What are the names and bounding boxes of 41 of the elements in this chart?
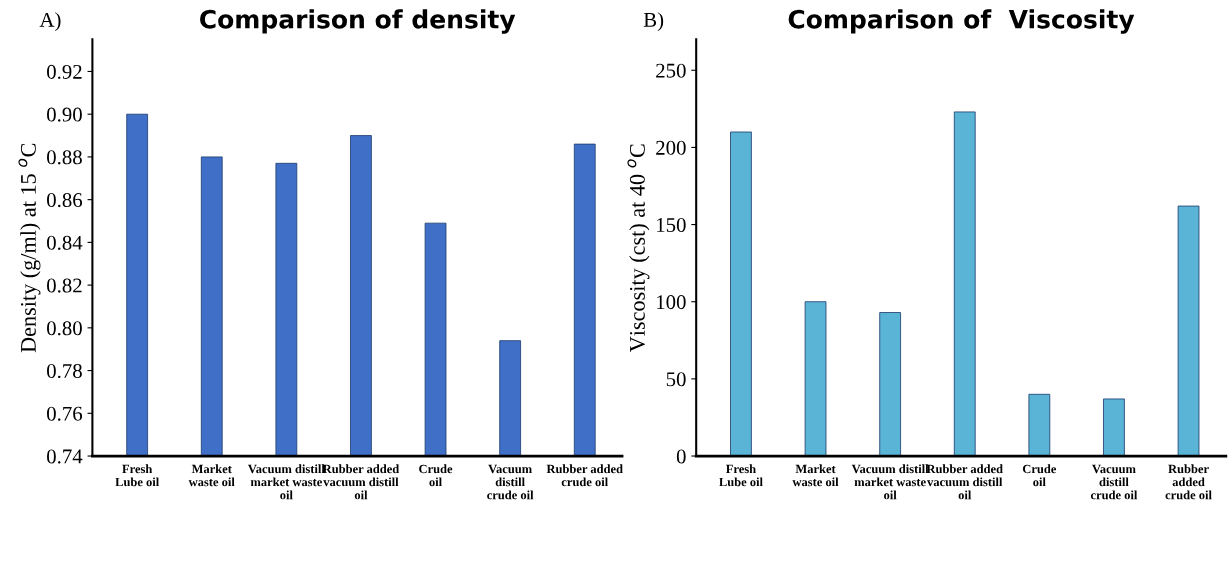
y-tick-label: 50 [666, 372, 686, 387]
y-tick-label: 150 [657, 217, 686, 233]
y-tick-label: 0.78 [47, 363, 82, 379]
bar [1103, 398, 1125, 457]
bar [953, 111, 976, 457]
x-tick-label: Crude oil [419, 464, 453, 487]
y-tick-label: 0.88 [47, 150, 82, 165]
bar [804, 301, 827, 457]
x-tick-label: Vacuum distill crude oil [1090, 464, 1138, 500]
x-tick-label: Rubber added vacuum distill oil [322, 464, 400, 500]
x-tick-label: Rubber added crude oil [546, 464, 623, 487]
y-tick-label: 0.76 [47, 406, 83, 421]
bar [730, 131, 752, 457]
x-tick-label: Fresh Lube oil [719, 464, 763, 487]
y-tick-label: 250 [656, 63, 686, 78]
text: A) [39, 12, 61, 32]
y-tick-label: 0.84 [47, 235, 83, 250]
bar [1177, 205, 1200, 457]
x-tick-label: Market waste oil [792, 464, 839, 487]
x-tick-label: Fresh Lube oil [115, 464, 159, 487]
x-tick-label: Vacuum distill crude oil [487, 464, 534, 500]
chart-title: Comparison of Viscosity [788, 9, 1135, 34]
y-axis-title: Viscosity (cst) at 40 $^{o}$C [627, 144, 650, 353]
y-tick-label: 0.74 [47, 449, 83, 464]
y-tick-label: 0.82 [47, 278, 82, 293]
x-tick-label: Market waste oil [188, 464, 235, 487]
y-axis-title: Density (g/ml) at 15 $^{o}$C [18, 143, 41, 353]
y-tick-label: 0 [676, 449, 686, 464]
y-tick-label: 100 [657, 295, 686, 310]
x-tick-label: Rubber added crude oil [1165, 464, 1212, 500]
bar [879, 312, 902, 457]
y-tick-label: 0.86 [47, 193, 83, 208]
y-tick-label: 0.92 [47, 64, 82, 79]
y-tick-label: 200 [656, 140, 686, 155]
bar [1028, 393, 1051, 457]
text: B) [643, 12, 664, 32]
x-tick-label: Crude oil [1022, 464, 1057, 487]
x-tick-label: Rubber added vacuum distill oil [926, 464, 1003, 500]
y-tick-label: 0.80 [47, 321, 82, 336]
chart-title: Comparison of density [200, 9, 516, 34]
y-tick-label: 0.90 [47, 107, 82, 122]
